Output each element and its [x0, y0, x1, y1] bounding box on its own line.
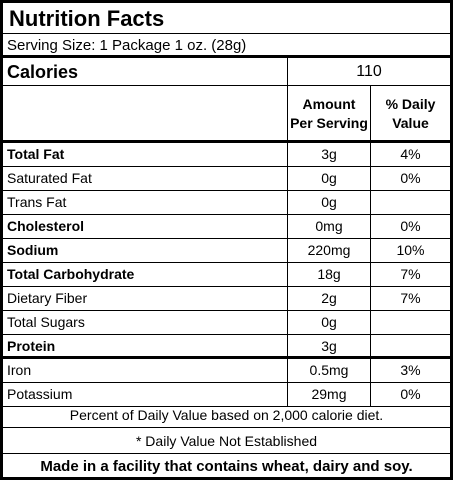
nutrient-daily-value: 0%: [370, 383, 450, 406]
nutrient-name: Total Sugars: [7, 314, 85, 330]
nutrient-daily-value: 7%: [370, 287, 450, 310]
nutrient-daily-value: [370, 311, 450, 334]
nutrient-amount: 220mg: [287, 239, 370, 262]
calories-value: 110: [287, 58, 450, 86]
calories-row: Calories 110: [3, 58, 450, 86]
nutrient-amount: 2g: [287, 287, 370, 310]
column-headers: Amount Per Serving % Daily Value: [3, 86, 450, 143]
nutrient-name: Protein: [7, 338, 56, 354]
nutrient-amount: 3g: [287, 335, 370, 356]
table-row: Total Sugars 0g: [3, 311, 450, 335]
nutrient-name: Cholesterol: [7, 218, 85, 234]
amount-header-line1: Amount: [302, 96, 356, 112]
not-established-footnote: * Daily Value Not Established: [3, 428, 450, 454]
table-row: Iron 0.5mg 3%: [3, 359, 450, 383]
nutrient-amount: 0g: [287, 191, 370, 214]
nutrient-name: Trans Fat: [7, 194, 67, 210]
nutrient-daily-value: 0%: [370, 167, 450, 190]
nutrient-name: Iron: [7, 362, 32, 378]
nutrient-amount: 0mg: [287, 215, 370, 238]
table-row: Saturated Fat 0g 0%: [3, 167, 450, 191]
table-row: Potassium 29mg 0%: [3, 383, 450, 407]
table-row: Cholesterol 0mg 0%: [3, 215, 450, 239]
nutrient-daily-value: 10%: [370, 239, 450, 262]
table-row: Trans Fat 0g: [3, 191, 450, 215]
page-title: Nutrition Facts: [3, 3, 450, 34]
nutrient-table: Total Fat 3g 4% Saturated Fat 0g 0% Tran…: [3, 143, 450, 407]
table-row: Dietary Fiber 2g 7%: [3, 287, 450, 311]
allergen-statement: Made in a facility that contains wheat, …: [40, 458, 413, 475]
amount-header-line2: Per Serving: [290, 115, 368, 131]
nutrient-amount: 0.5mg: [287, 359, 370, 382]
serving-size: Serving Size: 1 Package 1 oz. (28g): [3, 34, 450, 58]
nutrient-daily-value: [370, 335, 450, 356]
nutrient-daily-value: 7%: [370, 263, 450, 286]
nutrient-daily-value: 4%: [370, 143, 450, 166]
nutrient-name: Saturated Fat: [7, 170, 92, 186]
amount-per-serving-header: Amount Per Serving: [287, 86, 370, 143]
dv-header-line1: % Daily: [385, 96, 436, 112]
nutrient-name: Potassium: [7, 386, 73, 402]
nutrient-daily-value: 0%: [370, 215, 450, 238]
nutrient-amount: 0g: [287, 167, 370, 190]
dv-header-line2: Value: [392, 115, 429, 131]
calories-label: Calories: [7, 62, 79, 82]
nutrient-amount: 18g: [287, 263, 370, 286]
nutrient-name: Total Fat: [7, 146, 65, 162]
nutrient-amount: 0g: [287, 311, 370, 334]
nutrient-name: Total Carbohydrate: [7, 266, 135, 282]
nutrient-daily-value: [370, 191, 450, 214]
table-row: Total Carbohydrate 18g 7%: [3, 263, 450, 287]
table-row: Protein 3g: [3, 335, 450, 359]
nutrient-name: Sodium: [7, 242, 59, 258]
nutrient-name: Dietary Fiber: [7, 290, 88, 306]
table-row: Sodium 220mg 10%: [3, 239, 450, 263]
nutrient-amount: 29mg: [287, 383, 370, 406]
nutrient-daily-value: 3%: [370, 359, 450, 382]
nutrient-amount: 3g: [287, 143, 370, 166]
daily-value-header: % Daily Value: [370, 86, 450, 143]
daily-value-footnote: Percent of Daily Value based on 2,000 ca…: [3, 402, 450, 428]
table-row: Total Fat 3g 4%: [3, 143, 450, 167]
